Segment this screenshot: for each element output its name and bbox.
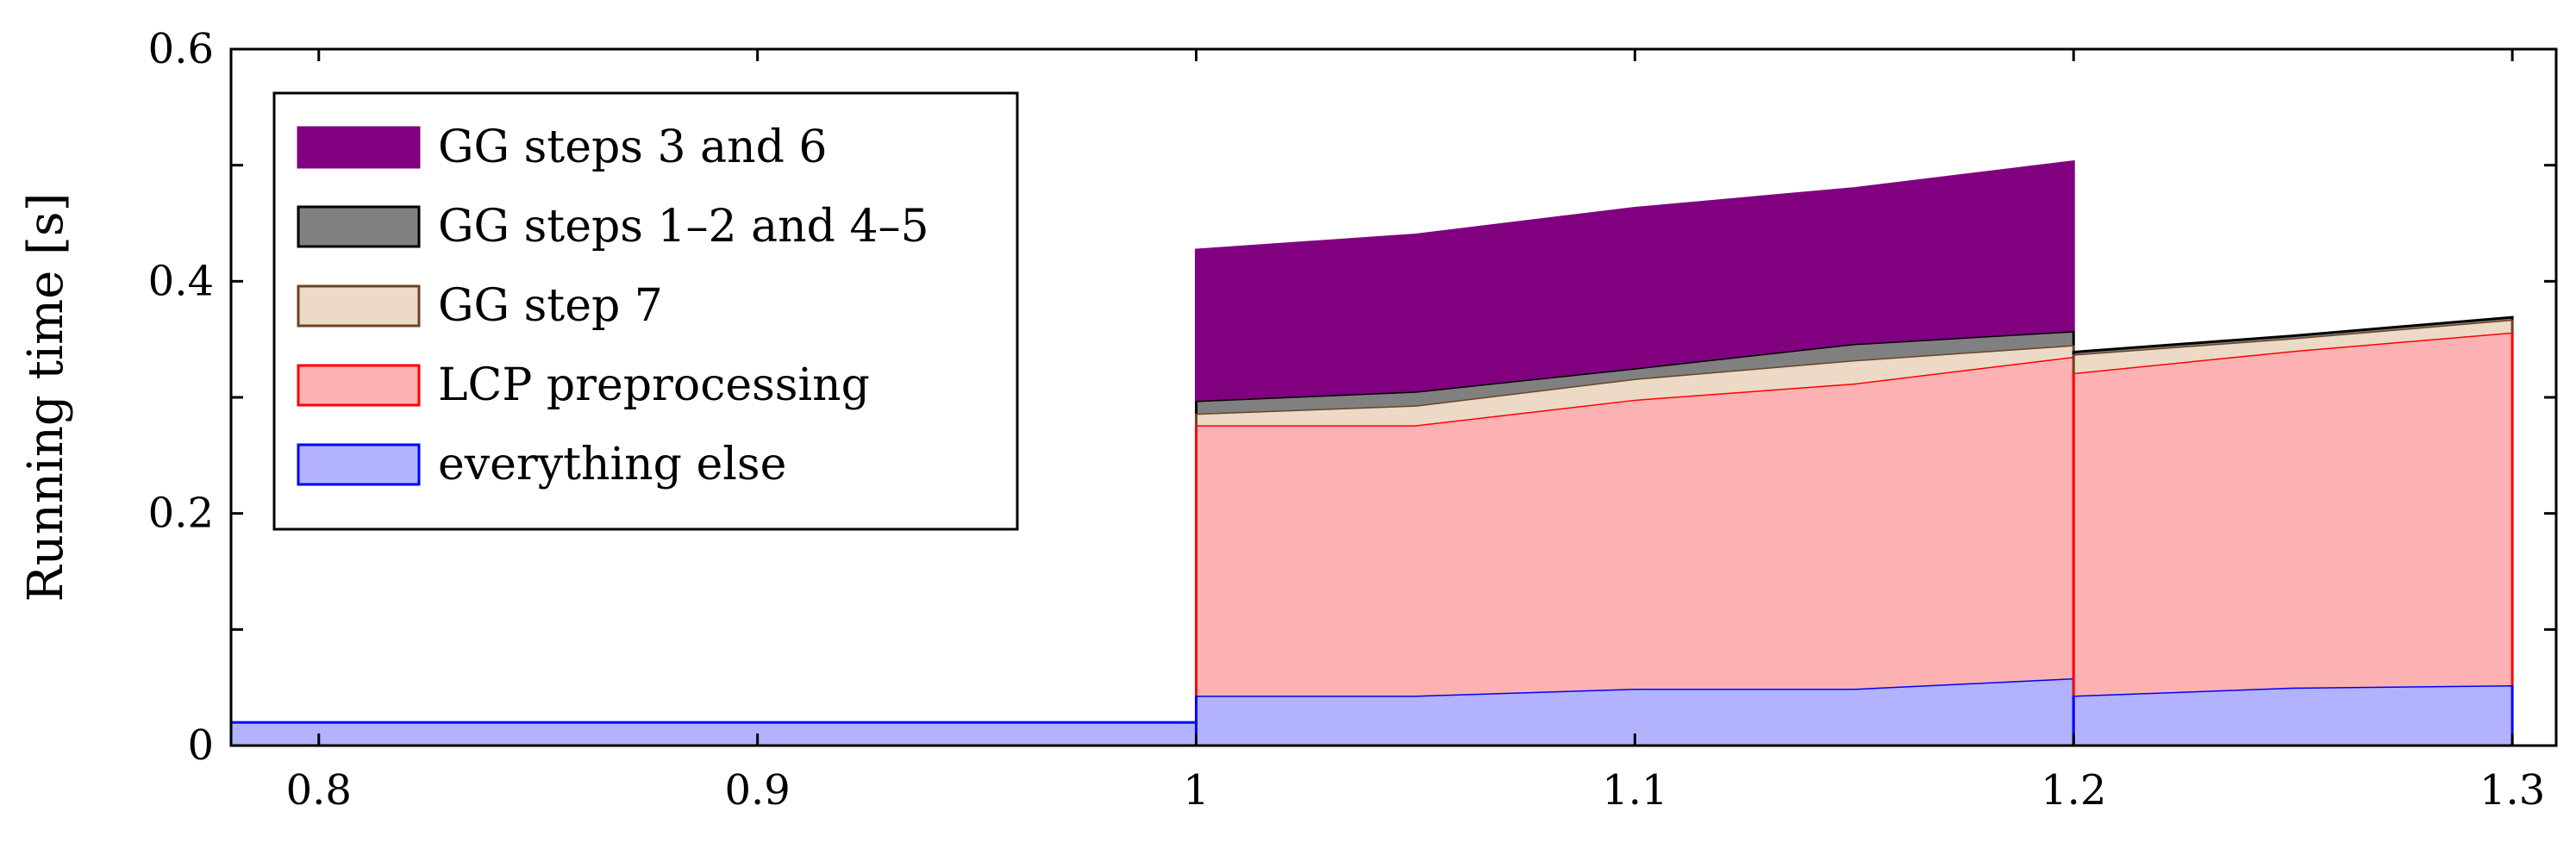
area-everything-else-seg-2 [2073, 684, 2513, 746]
axis-ticks: 0.8 0.9 1 1.1 1.2 1.3 0 0.2 0.4 0.6 [148, 25, 2556, 815]
legend-label-gg-steps-3-6: GG steps 3 and 6 [438, 122, 827, 173]
area-everything-else-seg-0 [231, 722, 1197, 746]
x-tick-label: 1.1 [1602, 766, 1667, 815]
area-gg-step-7-seg-2 [2073, 319, 2513, 373]
line-gg-steps-1-2-4-5-seg-2 [2072, 315, 2514, 355]
area-gg-steps-3-6-seg-1 [1196, 161, 2074, 402]
area-lcp-preprocessing-seg-2 [2073, 332, 2513, 696]
legend-label-gg-steps-1-2-4-5: GG steps 1–2 and 4–5 [438, 201, 929, 253]
legend-swatch-lcp-preprocessing [297, 364, 421, 407]
y-tick-label: 0.6 [148, 25, 214, 73]
x-tick-label: 1 [1183, 766, 1210, 815]
legend-label-everything-else: everything else [438, 439, 786, 490]
legend-label-gg-step-7: GG step 7 [438, 280, 663, 332]
x-tick-label: 1.3 [2479, 766, 2545, 815]
legend-swatch-everything-else [297, 443, 421, 486]
x-tick-label: 0.8 [286, 766, 352, 815]
legend-label-lcp-preprocessing: LCP preprocessing [438, 359, 870, 411]
y-tick-label: 0.4 [148, 257, 214, 305]
line-gg-steps-3-6-seg-1 [1195, 159, 2075, 402]
area-lcp-preprocessing-seg-1 [1196, 356, 2074, 696]
x-tick-label: 1.2 [2041, 766, 2106, 815]
y-tick-label: 0 [187, 721, 214, 770]
legend-swatch-gg-steps-3-6 [297, 126, 421, 169]
y-axis-label: Running time [s] [18, 193, 74, 602]
x-tick-label: 0.9 [724, 766, 790, 815]
area-gg-step-7-seg-1 [1196, 345, 2074, 426]
legend-swatch-gg-step-7 [297, 284, 421, 328]
legend-swatch-gg-steps-1-2-4-5 [297, 205, 421, 248]
area-everything-else-seg-1 [1196, 677, 2074, 746]
area-gg-steps-1-2-4-5-seg-1 [1196, 331, 2074, 414]
y-tick-label: 0.2 [148, 490, 214, 538]
legend: GG steps 3 and 6 GG steps 1–2 and 4–5 GG s… [272, 91, 1019, 531]
area-series-group [231, 159, 2514, 746]
